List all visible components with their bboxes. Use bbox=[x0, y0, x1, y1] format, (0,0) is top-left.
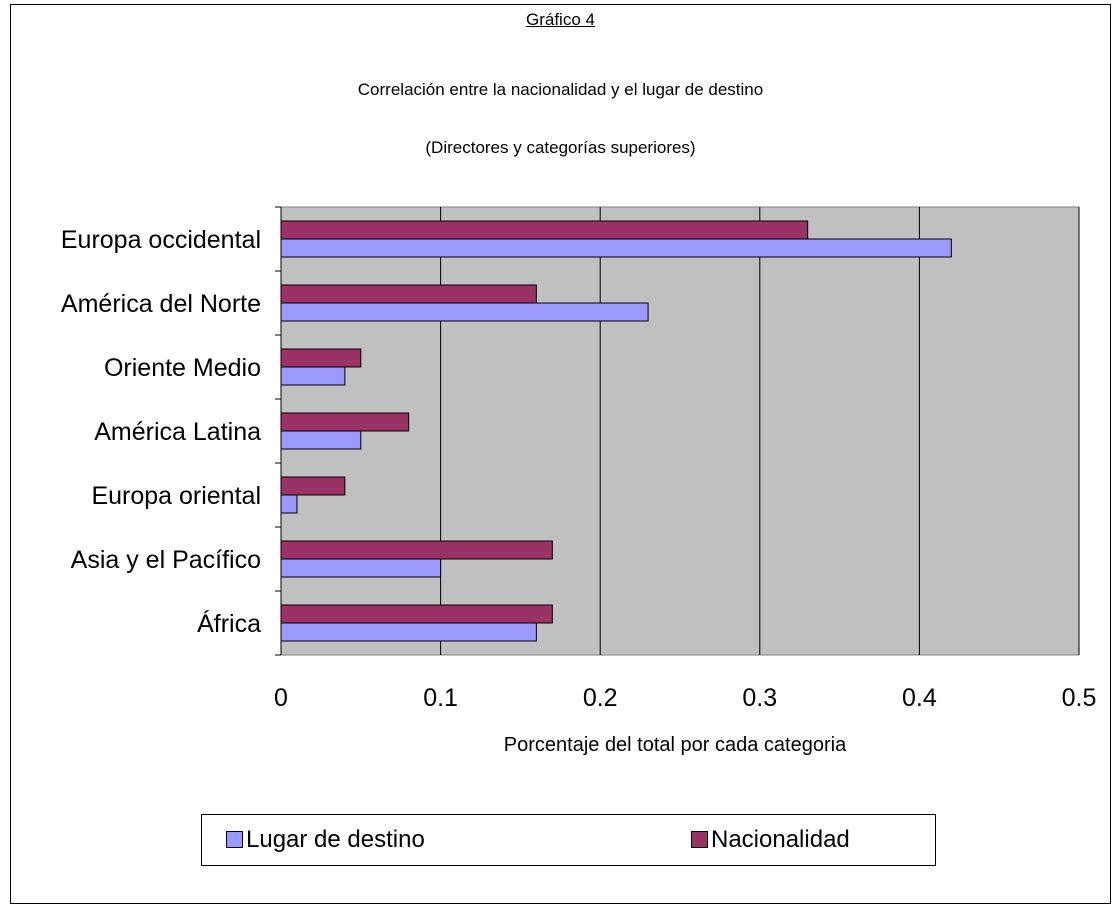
legend-label-nacionalidad: Nacionalidad bbox=[711, 826, 850, 853]
x-tick-label-3: 0.3 bbox=[742, 684, 777, 712]
x-tick-label-4: 0.4 bbox=[902, 684, 937, 712]
bar-lugar-2 bbox=[280, 366, 346, 386]
bar-nacionalidad-2 bbox=[280, 348, 362, 368]
plot-area bbox=[280, 206, 1080, 656]
category-label-3: América Latina bbox=[94, 418, 261, 446]
chart-subtitle-2: (Directores y categorías superiores) bbox=[425, 138, 696, 157]
bar-nacionalidad-5 bbox=[280, 540, 553, 560]
chart-title: Gráfico 4 bbox=[526, 10, 595, 29]
bar-lugar-4 bbox=[280, 494, 298, 514]
bar-lugar-0 bbox=[280, 238, 952, 258]
bar-nacionalidad-1 bbox=[280, 284, 537, 304]
bar-chart: Europa occidental América del Norte Orient… bbox=[61, 206, 1097, 756]
category-label-4: Europa oriental bbox=[91, 482, 261, 510]
x-tick-label-0: 0 bbox=[274, 684, 288, 712]
legend-item-nacionalidad: Nacionalidad bbox=[691, 827, 850, 853]
legend-swatch-lugar bbox=[226, 831, 243, 848]
x-axis-label: Porcentaje del total por cada categoria bbox=[504, 734, 847, 756]
category-label-5: Asia y el Pacífico bbox=[71, 546, 261, 574]
legend-item-lugar: Lugar de destino bbox=[226, 827, 425, 853]
bar-lugar-1 bbox=[280, 302, 649, 322]
chart-subtitle: Correlación entre la nacionalidad y el l… bbox=[357, 80, 764, 99]
bar-nacionalidad-0 bbox=[280, 220, 809, 240]
x-tick-label-2: 0.2 bbox=[583, 684, 618, 712]
bar-nacionalidad-4 bbox=[280, 476, 346, 496]
legend-swatch-nacionalidad bbox=[691, 831, 708, 848]
chart-legend: Lugar de destino Nacionalidad bbox=[201, 814, 936, 866]
category-label-0: Europa occidental bbox=[61, 226, 261, 254]
bar-lugar-6 bbox=[280, 622, 537, 642]
bar-nacionalidad-6 bbox=[280, 604, 553, 624]
bar-lugar-3 bbox=[280, 430, 362, 450]
category-label-1: América del Norte bbox=[61, 290, 261, 318]
category-label-2: Oriente Medio bbox=[104, 354, 261, 382]
bar-nacionalidad-3 bbox=[280, 412, 410, 432]
category-label-6: África bbox=[197, 609, 261, 638]
legend-label-lugar: Lugar de destino bbox=[246, 826, 425, 853]
bar-lugar-5 bbox=[280, 558, 442, 578]
x-tick-label-1: 0.1 bbox=[423, 684, 458, 712]
x-tick-label-5: 0.5 bbox=[1062, 684, 1097, 712]
